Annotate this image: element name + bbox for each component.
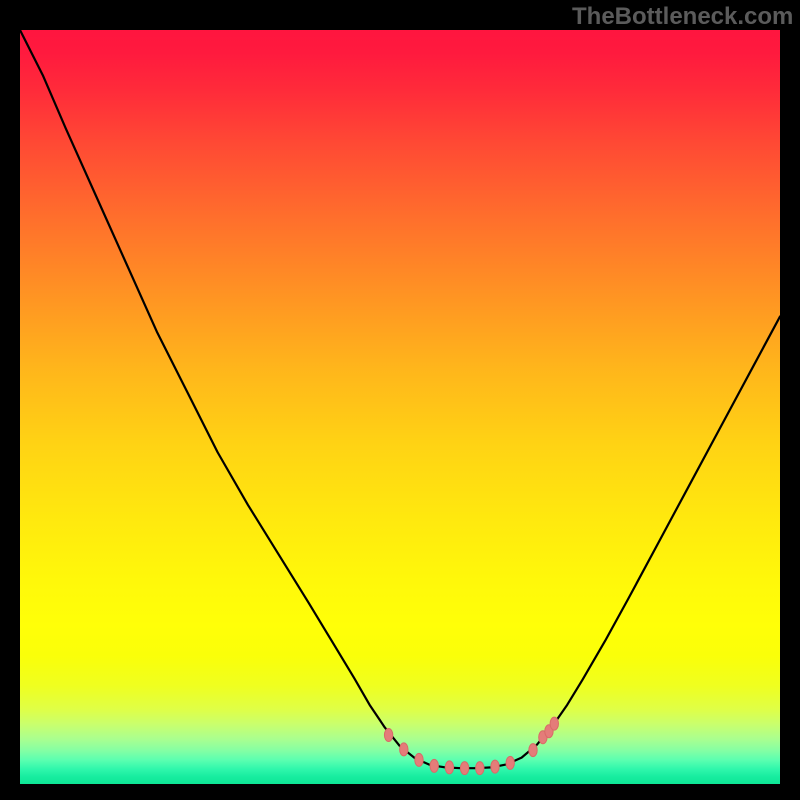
chart-svg: [20, 30, 780, 784]
marker-point: [384, 728, 392, 741]
plot-area: [20, 30, 780, 784]
marker-point: [506, 756, 514, 769]
marker-point: [476, 762, 484, 775]
watermark-text: TheBottleneck.com: [572, 3, 793, 31]
gradient-background: [20, 30, 780, 784]
marker-point: [415, 753, 423, 766]
marker-point: [430, 759, 438, 772]
marker-point: [550, 717, 558, 730]
marker-point: [400, 743, 408, 756]
marker-point: [460, 762, 468, 775]
marker-point: [491, 760, 499, 773]
marker-point: [445, 761, 453, 774]
marker-point: [529, 744, 537, 757]
